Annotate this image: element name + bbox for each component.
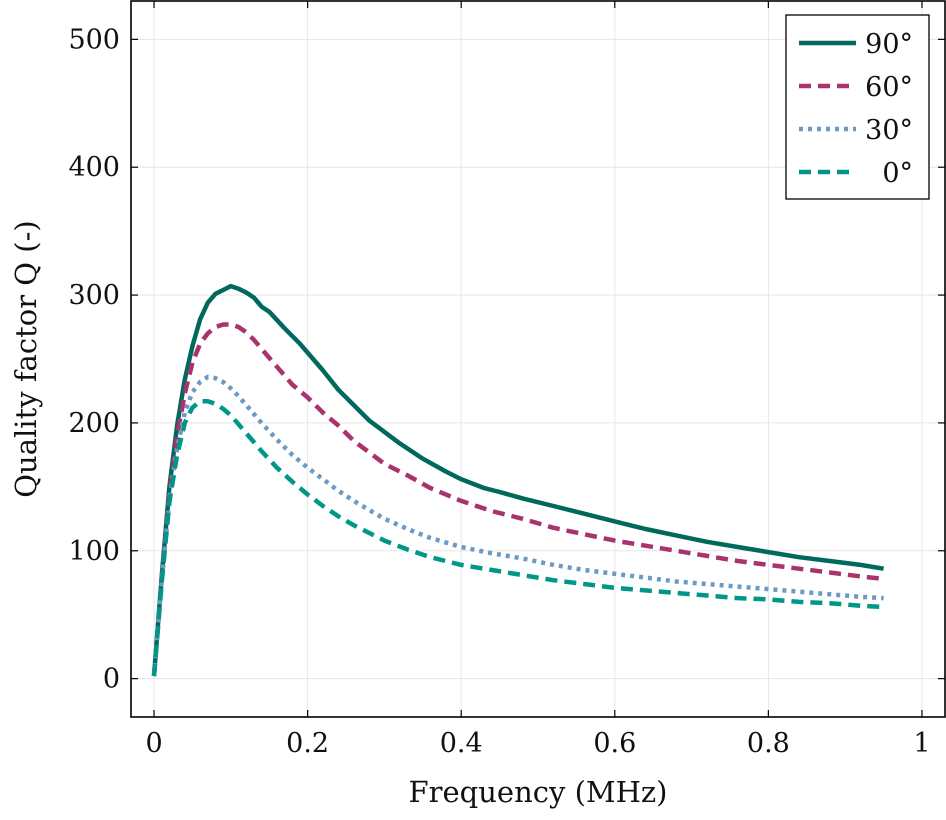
x-tick-label: 0.8: [747, 728, 790, 759]
x-tick-label: 0.2: [286, 728, 329, 759]
series-line-0: [151, 283, 884, 677]
y-tick-label: 0: [103, 664, 120, 695]
y-tick-label: 200: [68, 408, 120, 439]
legend: 90° 60° 30° 0°: [785, 14, 930, 200]
plot-frame: [130, 0, 946, 718]
y-tick-label: 100: [68, 536, 120, 567]
series-line-3: [151, 398, 884, 677]
series-lines: [151, 283, 884, 677]
x-tick-label: 1: [913, 728, 930, 759]
y-tick-label: 400: [68, 152, 120, 183]
series-line-2: [151, 374, 884, 677]
legend-label: 30°: [865, 115, 913, 146]
y-tick-label: 300: [68, 280, 120, 311]
legend-label: 60°: [865, 72, 913, 103]
x-axis-label: Frequency (MHz): [409, 775, 668, 809]
y-axis-label: Quality factor Q (-): [9, 220, 43, 497]
legend-label: 90°: [865, 29, 913, 60]
legend-box: [785, 14, 930, 200]
x-tick-label: 0.4: [440, 728, 483, 759]
x-tick-label: 0.6: [593, 728, 636, 759]
axis-ticks: 0 0.2 0.4 0.6 0.8 1 0 100 200 300 400 500: [68, 1, 945, 759]
y-tick-label: 500: [68, 24, 120, 55]
legend-label: 0°: [882, 158, 913, 189]
series-line-1: [151, 322, 884, 677]
x-tick-label: 0: [145, 728, 162, 759]
